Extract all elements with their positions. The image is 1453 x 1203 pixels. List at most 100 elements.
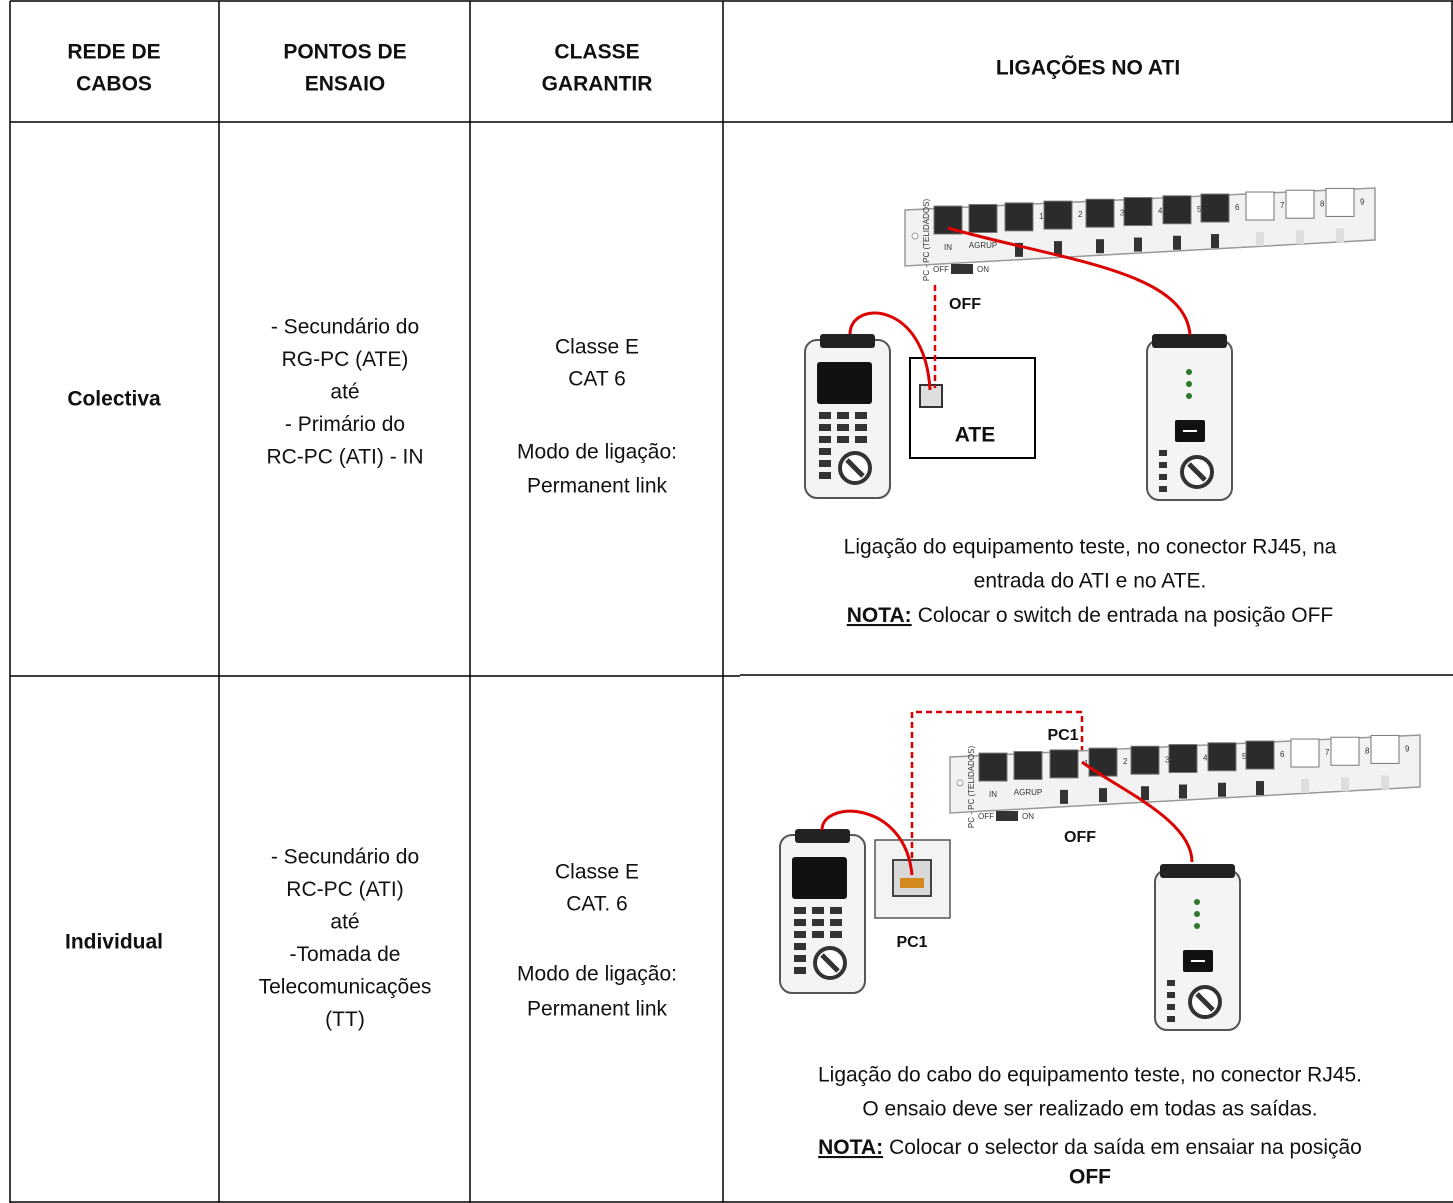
port-number: 3 bbox=[1120, 208, 1125, 217]
switch bbox=[1381, 775, 1389, 790]
diagram-label: ATE bbox=[955, 424, 995, 447]
caption: Ligação do equipamento teste, no conecto… bbox=[844, 536, 1337, 559]
port bbox=[1085, 198, 1115, 228]
port bbox=[1330, 736, 1360, 766]
switch bbox=[1096, 239, 1104, 254]
switch bbox=[1179, 784, 1187, 799]
switch bbox=[1060, 789, 1068, 804]
port-number: 4 bbox=[1158, 207, 1163, 216]
diagram-label: OFF bbox=[949, 296, 981, 313]
port-label: AGRUP bbox=[969, 241, 997, 250]
port bbox=[1290, 738, 1320, 768]
nota: NOTA: Colocar o switch de entrada na posi… bbox=[847, 604, 1333, 627]
switch-label: OFF bbox=[933, 265, 949, 274]
pontos-cell: (TT) bbox=[325, 1008, 365, 1031]
header-cell: CLASSE bbox=[554, 41, 639, 64]
port-number: 6 bbox=[1235, 203, 1240, 212]
dashed-cable bbox=[910, 710, 1084, 860]
panel-hole bbox=[911, 232, 919, 240]
nota-label: NOTA: bbox=[847, 604, 912, 627]
input-switch bbox=[951, 264, 973, 274]
port bbox=[1130, 745, 1160, 775]
pontos-cell: - Secundário do bbox=[271, 846, 419, 869]
switch bbox=[1211, 234, 1219, 249]
switch bbox=[1015, 242, 1023, 257]
pontos-cell: RG-PC (ATE) bbox=[282, 348, 409, 371]
switch bbox=[1054, 241, 1062, 256]
switch bbox=[1099, 788, 1107, 803]
port bbox=[1013, 750, 1043, 780]
rede-cell: Colectiva bbox=[67, 388, 161, 411]
port bbox=[1200, 193, 1230, 223]
port bbox=[1370, 734, 1400, 764]
pontos-cell: - Secundário do bbox=[271, 316, 419, 339]
port-number: 6 bbox=[1280, 750, 1285, 759]
port bbox=[1325, 187, 1355, 217]
tester-device bbox=[1155, 864, 1240, 1030]
port bbox=[1162, 195, 1192, 225]
header-cell: GARANTIR bbox=[542, 73, 653, 96]
switch-label: OFF bbox=[978, 812, 994, 821]
input-switch bbox=[996, 811, 1018, 821]
caption: entrada do ATI e no ATE. bbox=[974, 570, 1207, 593]
classe-cell: CAT 6 bbox=[568, 368, 626, 391]
switch bbox=[1256, 781, 1264, 796]
rede-cell: Individual bbox=[65, 931, 163, 954]
port-number: 7 bbox=[1280, 201, 1285, 210]
switch bbox=[1256, 232, 1264, 247]
port bbox=[1168, 744, 1198, 774]
tester-device bbox=[780, 829, 865, 993]
port-label: AGRUP bbox=[1014, 788, 1042, 797]
port-number: 9 bbox=[1360, 198, 1365, 207]
pontos-cell: RC-PC (ATI) bbox=[286, 878, 403, 901]
panel-side-label: PC - PC (TELIDADOS) bbox=[967, 746, 976, 829]
classe-cell: Modo de ligação: bbox=[517, 441, 677, 464]
classe-cell: CAT. 6 bbox=[566, 893, 627, 916]
nota-text: Colocar o selector da saída em ensaiar n… bbox=[889, 1136, 1362, 1159]
table-grid bbox=[9, 0, 1453, 1203]
diagram-individual bbox=[780, 710, 1240, 1030]
port bbox=[1088, 747, 1118, 777]
switch bbox=[1341, 777, 1349, 792]
port-number: 7 bbox=[1325, 748, 1330, 757]
switch bbox=[1296, 230, 1304, 245]
port-number: 1 bbox=[1039, 212, 1044, 221]
nota-text: OFF bbox=[1069, 1166, 1111, 1189]
classe-cell: Modo de ligação: bbox=[517, 963, 677, 986]
port bbox=[1049, 749, 1079, 779]
port bbox=[1245, 740, 1275, 770]
pontos-cell: até bbox=[330, 381, 359, 404]
panel-side-label: PC - PC (TELIDADOS) bbox=[922, 199, 931, 282]
port-number: 9 bbox=[1405, 745, 1410, 754]
tester-device bbox=[1147, 334, 1232, 500]
pontos-cell: até bbox=[330, 911, 359, 934]
switch-label: ON bbox=[1022, 812, 1034, 821]
port-label: IN bbox=[944, 243, 952, 252]
cable bbox=[947, 226, 1192, 336]
switch bbox=[1301, 779, 1309, 794]
pontos-cell: RC-PC (ATI) - IN bbox=[266, 446, 423, 469]
diagram-label: PC1 bbox=[1047, 727, 1078, 744]
port bbox=[968, 203, 998, 233]
header-cell: PONTOS DE bbox=[283, 41, 406, 64]
header-cell: ENSAIO bbox=[305, 73, 386, 96]
port-number: 4 bbox=[1203, 754, 1208, 763]
nota: NOTA: Colocar o selector da saída em ensa… bbox=[818, 1136, 1362, 1159]
tester-device bbox=[805, 334, 890, 498]
port bbox=[1043, 200, 1073, 230]
switch bbox=[1173, 235, 1181, 250]
header-cell: CABOS bbox=[76, 73, 152, 96]
nota-text: Colocar o switch de entrada na posição O… bbox=[918, 604, 1334, 627]
rj45-pins bbox=[900, 878, 924, 888]
switch bbox=[1134, 237, 1142, 252]
classe-cell: Permanent link bbox=[527, 998, 668, 1021]
port bbox=[1207, 742, 1237, 772]
port bbox=[1123, 197, 1153, 227]
port-number: 2 bbox=[1078, 210, 1083, 219]
port bbox=[978, 752, 1008, 782]
port bbox=[1004, 202, 1034, 232]
classe-cell: Classe E bbox=[555, 861, 639, 884]
